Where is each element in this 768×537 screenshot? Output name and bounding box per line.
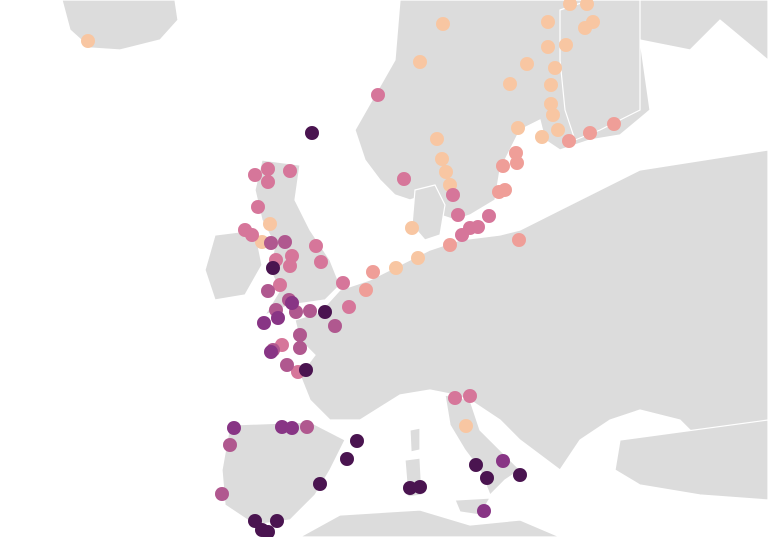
map-point: [492, 185, 506, 199]
map-point: [512, 233, 526, 247]
map-point: [548, 61, 562, 75]
map-point: [285, 296, 299, 310]
map-point: [509, 146, 523, 160]
map-point: [248, 168, 262, 182]
map-point: [562, 134, 576, 148]
map-point: [535, 130, 549, 144]
map-point: [448, 391, 462, 405]
map-point: [477, 504, 491, 518]
map-point: [455, 228, 469, 242]
baltic-finland: [559, 0, 641, 141]
map-point: [546, 108, 560, 122]
map-point: [371, 88, 385, 102]
mainland-europe: [294, 149, 768, 471]
map-point: [563, 0, 577, 11]
map-point: [511, 121, 525, 135]
map-point: [215, 487, 229, 501]
map-point: [264, 345, 278, 359]
map-point: [435, 152, 449, 166]
map-point: [405, 221, 419, 235]
map-point: [551, 123, 565, 137]
map-point: [266, 261, 280, 275]
map-point: [273, 278, 287, 292]
map-point: [342, 300, 356, 314]
iceland: [61, 0, 179, 51]
turkey: [614, 419, 768, 501]
map-point: [496, 159, 510, 173]
map-point: [278, 235, 292, 249]
map-point: [544, 78, 558, 92]
dots-layer: [81, 0, 621, 537]
map-point: [293, 341, 307, 355]
map-point: [309, 239, 323, 253]
map-point: [451, 208, 465, 222]
map-point: [271, 311, 285, 325]
map-point: [303, 304, 317, 318]
map-point: [264, 236, 278, 250]
north-africa: [299, 509, 561, 537]
map-point: [336, 276, 350, 290]
map-point: [251, 200, 265, 214]
map-point: [482, 209, 496, 223]
map-point: [413, 480, 427, 494]
land-layer: [61, 0, 768, 537]
map-point: [81, 34, 95, 48]
map-point: [513, 468, 527, 482]
map-point: [578, 21, 592, 35]
map-point: [328, 319, 342, 333]
map-point: [469, 458, 483, 472]
map-point: [580, 0, 594, 11]
map-point: [559, 38, 573, 52]
map-point: [305, 126, 319, 140]
map-point: [340, 452, 354, 466]
map-point: [541, 15, 555, 29]
map-point: [285, 421, 299, 435]
map-point: [463, 389, 477, 403]
map-point: [544, 97, 558, 111]
map-point: [223, 438, 237, 452]
map-point: [227, 421, 241, 435]
map-point: [283, 259, 297, 273]
map-point: [439, 165, 453, 179]
map-point: [471, 220, 485, 234]
map-point: [459, 419, 473, 433]
corsica: [409, 427, 421, 453]
map-point: [436, 17, 450, 31]
map-point: [389, 261, 403, 275]
map-point: [430, 132, 444, 146]
map-point: [413, 55, 427, 69]
map-point: [411, 251, 425, 265]
map-point: [313, 477, 327, 491]
map-point: [263, 217, 277, 231]
map-point: [299, 363, 313, 377]
map-point: [314, 255, 328, 269]
map-point: [503, 77, 517, 91]
map-point: [583, 126, 597, 140]
map-point: [366, 265, 380, 279]
map-point: [480, 471, 494, 485]
map-point: [541, 40, 555, 54]
map-point: [397, 172, 411, 186]
map-point: [270, 514, 284, 528]
map-point: [496, 454, 510, 468]
iberia: [221, 421, 346, 526]
map-point: [261, 284, 275, 298]
map-point: [350, 434, 364, 448]
map-point: [261, 175, 275, 189]
map-point: [283, 164, 297, 178]
map-point: [520, 57, 534, 71]
map-point: [261, 525, 275, 537]
map-point: [443, 238, 457, 252]
map-point: [607, 117, 621, 131]
map-point: [318, 305, 332, 319]
map-point: [359, 283, 373, 297]
map-point: [280, 358, 294, 372]
map-point: [245, 228, 259, 242]
map-point: [300, 420, 314, 434]
map-point: [446, 188, 460, 202]
map-point: [257, 316, 271, 330]
map-point: [261, 162, 275, 176]
map-point: [293, 328, 307, 342]
